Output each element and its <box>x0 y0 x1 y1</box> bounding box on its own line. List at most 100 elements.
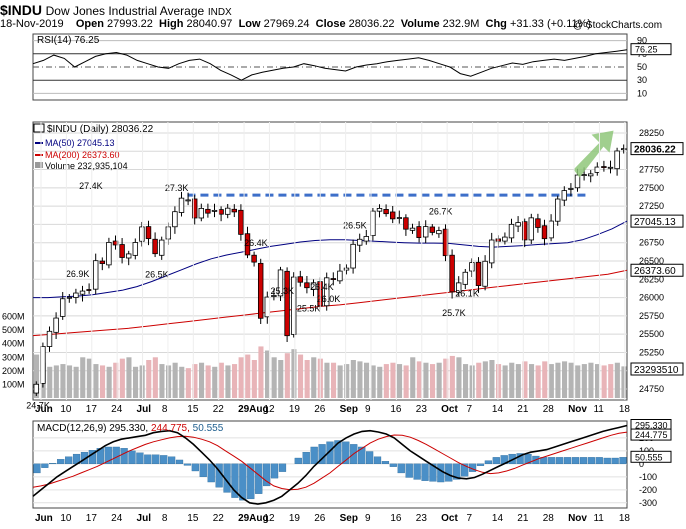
candle-body <box>614 150 620 170</box>
candle-body <box>350 243 356 269</box>
macd-value-tag: 295.330 <box>635 421 668 431</box>
candle-body <box>587 173 594 177</box>
value-tag: 26373.60 <box>634 266 676 277</box>
annotation-label: 26.0K <box>317 294 341 304</box>
legend-main: $INDU (Daily) 28036.22 <box>47 124 154 135</box>
volume-bar <box>555 362 561 398</box>
volume-bar <box>34 354 40 398</box>
volume-bar <box>509 362 515 398</box>
rsi-line <box>32 49 628 81</box>
volume-bar <box>390 362 396 398</box>
macd-histogram-bar <box>152 454 160 465</box>
macd-histogram-bar <box>49 463 57 465</box>
candle-body <box>482 260 488 287</box>
candle-body <box>521 221 528 241</box>
price-tick-label: 26500 <box>639 256 664 266</box>
volume-bar <box>192 364 198 398</box>
candle-body <box>112 240 119 246</box>
candle-body <box>449 254 455 293</box>
close-label: Close <box>315 18 346 30</box>
low-value: 27969.24 <box>263 18 310 30</box>
volume-bar <box>152 357 158 398</box>
macd-histogram-bar <box>334 440 342 465</box>
volume-bar <box>350 360 356 398</box>
volume-bar <box>73 366 79 398</box>
volume-tick-label: 500M <box>2 325 25 335</box>
candle-body <box>488 239 495 264</box>
macd-macd-line <box>32 424 628 505</box>
x-tick-label-price: 17 <box>86 404 98 415</box>
volume-bar <box>608 364 614 398</box>
candle-body <box>244 233 251 256</box>
price-tick-label: 25750 <box>639 311 664 321</box>
panel-frame-2 <box>32 420 628 509</box>
macd-histogram-bar <box>453 463 461 480</box>
candle-body <box>125 253 132 259</box>
price-tick-label: 25250 <box>639 347 664 357</box>
annotation-label: 26.5K <box>145 270 169 280</box>
macd-histogram-bar <box>104 446 112 465</box>
volume-value: 232.9M <box>442 18 480 30</box>
macd-histogram-bar <box>381 461 390 465</box>
annotation-label: 26.5K <box>343 220 367 230</box>
macd-histogram-bar <box>556 457 564 465</box>
annotation-label: 26.1K <box>455 288 479 298</box>
volume-bar <box>100 365 106 398</box>
volume-bar <box>47 366 53 398</box>
volume-bar <box>60 364 66 398</box>
x-tick-label-macd: 19 <box>289 513 301 524</box>
macd-histogram-bar <box>112 446 120 465</box>
candle-body <box>139 226 145 242</box>
candle-body <box>185 199 191 202</box>
price-tick-label: 26750 <box>639 238 664 248</box>
macd-histogram-bar <box>191 463 199 472</box>
volume-bar <box>172 362 178 398</box>
volume-bar <box>595 364 601 398</box>
volume-bar <box>337 365 343 398</box>
candle-body <box>442 228 449 257</box>
x-tick-label-price: Oct <box>441 404 458 415</box>
x-tick-label-macd: 29Aug <box>238 513 269 524</box>
volume-bar <box>410 357 416 398</box>
candle-body <box>469 262 475 272</box>
volume-bar <box>258 346 264 398</box>
candle-body <box>574 174 581 189</box>
volume-bar <box>482 361 488 398</box>
legend-volume: Volume 232,935,104 <box>45 161 128 171</box>
volume-bar <box>232 364 238 398</box>
macd-histogram-bar <box>263 463 271 487</box>
rsi-tick-label: 10 <box>637 88 647 98</box>
x-tick-label-price: 15 <box>187 404 199 415</box>
volume-bar <box>245 354 251 398</box>
rsi-value-tag-box <box>630 43 672 56</box>
x-tick-label-price: 14 <box>492 404 504 415</box>
volume-bar <box>449 355 455 398</box>
price-tick-label: 26250 <box>639 274 664 284</box>
candle-body <box>541 225 548 240</box>
price-panel: 2825028000277502750027250270002675026500… <box>2 121 684 410</box>
macd-tick-label: -100 <box>639 472 657 482</box>
volume-tick-label: 100M <box>2 379 25 389</box>
volume-bar <box>548 364 554 398</box>
x-tick-label-macd: 17 <box>86 513 98 524</box>
annotation-label: 26.9K <box>66 269 90 279</box>
candle-body <box>515 222 521 227</box>
macd-tick-label: -300 <box>639 498 657 508</box>
value-tag: 28036.22 <box>634 145 676 156</box>
volume-bar <box>568 362 574 398</box>
legend-ma200: MA(200) 26373.60 <box>45 150 120 160</box>
macd-histogram-bar <box>603 457 611 465</box>
x-tick-label-macd: 28 <box>543 513 555 524</box>
volume-bar <box>562 361 568 398</box>
volume-bar <box>542 361 548 398</box>
x-tick-label-price: 22 <box>213 404 225 415</box>
candle-body <box>389 211 396 220</box>
volume-bar <box>588 362 594 398</box>
macd-histogram-bar <box>120 448 128 465</box>
x-tick-label-price: 10 <box>60 404 72 415</box>
candle-body <box>53 317 59 333</box>
candle-body <box>310 282 317 290</box>
candle-body <box>396 217 403 219</box>
